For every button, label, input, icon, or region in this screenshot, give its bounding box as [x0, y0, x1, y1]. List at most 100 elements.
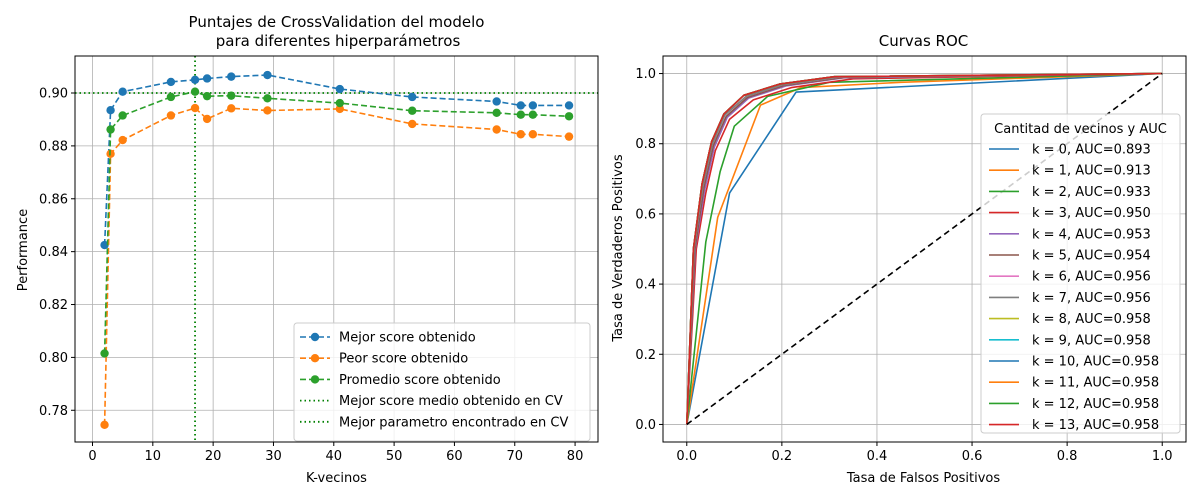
legend-item: Mejor score obtenido: [300, 331, 476, 346]
legend-item: k = 10, AUC=0.958: [989, 355, 1159, 370]
data-point: [492, 125, 501, 134]
data-point: [118, 87, 127, 96]
legend-label: k = 7, AUC=0.956: [1032, 291, 1151, 306]
x-tick-label: 0.8: [1057, 449, 1078, 464]
legend-label: k = 1, AUC=0.913: [1032, 164, 1151, 179]
legend-label: k = 5, AUC=0.954: [1032, 249, 1151, 264]
legend-label: k = 6, AUC=0.956: [1032, 270, 1151, 285]
legend-item: Mejor parametro encontrado en CV: [300, 415, 568, 430]
data-point: [528, 101, 538, 110]
legend-label: k = 8, AUC=0.958: [1032, 312, 1151, 327]
data-point: [166, 92, 176, 102]
data-point: [100, 240, 109, 250]
legend-label: k = 0, AUC=0.893: [1032, 143, 1151, 158]
x-tick-label: 60: [446, 449, 463, 464]
legend-label: k = 11, AUC=0.958: [1032, 376, 1159, 391]
legend-item: k = 0, AUC=0.893: [989, 143, 1151, 158]
x-tick-label: 0.2: [772, 449, 793, 464]
y-tick-label: 0.84: [39, 245, 68, 260]
y-tick-label: 0.82: [39, 298, 68, 313]
legend-item: Peor score obtenido: [300, 352, 468, 367]
roc-chart: 0.0 0.2 0.4 0.6 0.8 1.0 0.0 0.2 0.4 0.6 0.8 1.0 Cur…: [611, 32, 1187, 486]
data-point: [516, 101, 525, 110]
legend-item: k = 1, AUC=0.913: [989, 164, 1151, 179]
legend-item: k = 12, AUC=0.958: [989, 397, 1159, 412]
data-point: [528, 110, 538, 119]
data-point: [516, 130, 525, 139]
cv-legend: Mejor score obtenido Peor score obtenido P…: [293, 322, 591, 442]
legend-label: k = 3, AUC=0.950: [1032, 206, 1151, 221]
legend-item: Mejor score medio obtenido en CV: [300, 394, 563, 409]
legend-label: k = 9, AUC=0.958: [1032, 333, 1151, 348]
legend-item: Promedio score obtenido: [300, 373, 501, 388]
y-tick-label: 0.78: [39, 404, 68, 419]
data-point: [492, 97, 501, 106]
x-tick-label: 40: [326, 449, 343, 464]
roc-y-axis-label: Tasa de Verdaderos Positivos: [611, 154, 626, 342]
cv-plot-frame: [74, 55, 599, 443]
legend-item: k = 5, AUC=0.954: [989, 249, 1151, 264]
cv-reference-lines: [75, 56, 598, 442]
data-point: [408, 106, 417, 115]
legend-label: Promedio score obtenido: [339, 373, 501, 388]
roc-title: Curvas ROC: [879, 32, 969, 50]
x-tick-label: 0.6: [962, 449, 983, 464]
data-point: [408, 119, 417, 129]
legend-item: k = 6, AUC=0.956: [989, 270, 1151, 285]
y-tick-label: 0.86: [39, 192, 68, 207]
data-point: [528, 130, 538, 139]
data-point: [227, 104, 236, 113]
y-tick-label: 0.88: [39, 139, 68, 154]
data-point: [166, 77, 176, 87]
data-point: [190, 75, 200, 84]
legend-label: k = 2, AUC=0.933: [1032, 185, 1151, 200]
legend-label: k = 4, AUC=0.953: [1032, 227, 1151, 242]
roc-ticks: 0.0 0.2 0.4 0.6 0.8 1.0 0.0 0.2 0.4 0.6 0.8 1.0: [635, 67, 1172, 464]
cv-subtitle: para diferentes hiperparámetros: [216, 32, 461, 50]
data-point: [564, 101, 574, 110]
x-tick-label: 0.4: [867, 449, 888, 464]
data-point: [100, 349, 109, 358]
roc-plot-frame: [662, 55, 1187, 443]
legend-marker: [310, 354, 320, 363]
cv-grid: [75, 56, 598, 442]
cv-legend-box: [293, 322, 591, 442]
y-tick-label: 1.0: [635, 67, 656, 82]
x-tick-label: 0.0: [676, 449, 697, 464]
legend-item: k = 8, AUC=0.958: [989, 312, 1151, 327]
data-point: [202, 114, 212, 124]
roc-curve-k-3-auc-0-950: [686, 72, 1163, 425]
roc-legend: Cantitad de vecinos y AUC k = 0, AUC=0.8…: [980, 113, 1181, 434]
legend-label: k = 13, AUC=0.958: [1032, 418, 1159, 433]
cv-title: Puntajes de CrossValidation del modelo: [189, 13, 485, 31]
y-tick-label: 0.0: [635, 418, 656, 433]
legend-item: k = 4, AUC=0.953: [989, 227, 1151, 242]
legend-label: Peor score obtenido: [339, 352, 468, 367]
legend-label: k = 10, AUC=0.958: [1032, 355, 1159, 370]
cv-series: [100, 70, 574, 430]
data-point: [118, 135, 127, 145]
data-point: [190, 87, 200, 96]
roc-curve-k-0-auc-0-893: [686, 72, 1163, 425]
data-point: [263, 70, 272, 80]
data-point: [190, 103, 200, 113]
data-point: [335, 104, 345, 114]
roc-x-axis-label: Tasa de Falsos Positivos: [846, 471, 1001, 486]
data-point: [227, 91, 236, 100]
y-tick-label: 0.6: [635, 207, 656, 222]
x-tick-label: 70: [506, 449, 523, 464]
x-tick-label: 10: [145, 449, 162, 464]
y-tick-label: 0.2: [635, 348, 656, 363]
y-tick-label: 0.90: [39, 87, 68, 102]
data-point: [202, 91, 212, 101]
legend-item: k = 2, AUC=0.933: [989, 185, 1151, 200]
x-tick-label: 20: [205, 449, 222, 464]
data-point: [106, 105, 115, 115]
legend-item: k = 13, AUC=0.958: [989, 418, 1159, 433]
cv-x-axis-label: K-vecinos: [306, 471, 367, 486]
x-tick-label: 0: [88, 449, 96, 464]
roc-legend-title: Cantitad de vecinos y AUC: [994, 122, 1167, 137]
y-tick-label: 0.8: [635, 137, 656, 152]
legend-item: k = 3, AUC=0.950: [989, 206, 1151, 221]
